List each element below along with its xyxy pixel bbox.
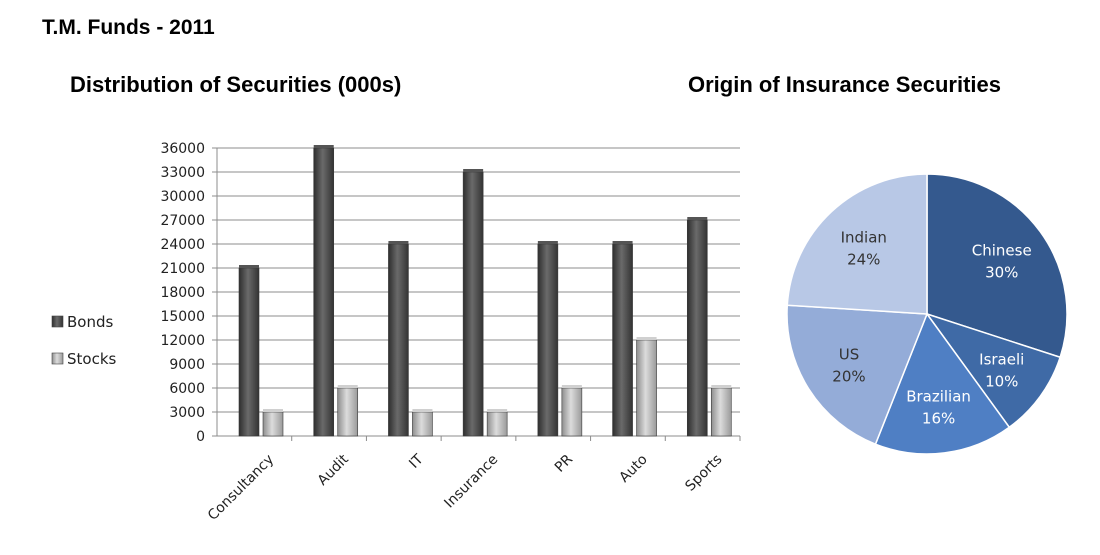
bar-cap: [239, 265, 259, 268]
pie-value-us: 20%: [832, 368, 865, 386]
bar-cap: [537, 241, 558, 244]
bar-cap: [263, 409, 283, 412]
bar-cap: [337, 385, 358, 388]
pie-label-chinese: Chinese: [972, 242, 1032, 260]
bar-cap: [463, 169, 484, 172]
pie-value-chinese: 30%: [985, 264, 1018, 282]
pie-label-israeli: Israeli: [979, 350, 1024, 368]
legend-swatch-stocks: [51, 352, 64, 365]
bar-cap: [487, 409, 508, 412]
bar-cap: [612, 241, 633, 244]
y-tick-label: 27000: [160, 213, 205, 229]
bar-cap: [561, 385, 582, 388]
pie-slice-chinese: [926, 173, 1068, 359]
y-tick-label: 6000: [169, 381, 205, 397]
y-tick-label: 30000: [160, 189, 205, 205]
pie-label-brazilian: Brazilian: [906, 388, 971, 406]
y-tick-label: 0: [196, 429, 205, 445]
legend-label-bonds: Bonds: [67, 313, 113, 331]
bar-cap: [412, 409, 433, 412]
pie-slice-us: [786, 304, 929, 446]
bar-cap: [711, 385, 732, 388]
pie-chart-title: Origin of Insurance Securities: [688, 72, 1001, 97]
bar-chart-title: Distribution of Securities (000s): [70, 72, 402, 97]
page-title: T.M. Funds - 2011: [42, 16, 215, 39]
bar-cap: [636, 337, 657, 340]
pie-value-israeli: 10%: [985, 372, 1018, 390]
y-tick-label: 33000: [160, 165, 205, 181]
y-tick-label: 21000: [160, 261, 205, 277]
pie-label-indian: Indian: [841, 229, 887, 247]
pie-value-brazilian: 16%: [922, 410, 955, 428]
legend-swatch-bonds: [51, 315, 64, 328]
y-tick-label: 9000: [169, 357, 205, 373]
legend-label-stocks: Stocks: [67, 350, 117, 368]
pie-value-indian: 24%: [847, 251, 880, 269]
pie-slice-indian: [786, 173, 928, 315]
y-tick-label: 18000: [160, 285, 205, 301]
y-tick-label: 12000: [160, 333, 205, 349]
bar-cap: [687, 217, 708, 220]
pie-slice-israeli: [925, 312, 1062, 429]
y-tick-label: 24000: [160, 237, 205, 253]
y-tick-label: 36000: [160, 141, 205, 157]
y-tick-label: 3000: [169, 405, 205, 421]
pie-slice-brazilian: [874, 312, 1011, 455]
y-tick-label: 15000: [160, 309, 205, 325]
pie-label-us: US: [839, 346, 860, 364]
bar-cap: [388, 241, 409, 244]
bar-cap: [313, 145, 334, 148]
